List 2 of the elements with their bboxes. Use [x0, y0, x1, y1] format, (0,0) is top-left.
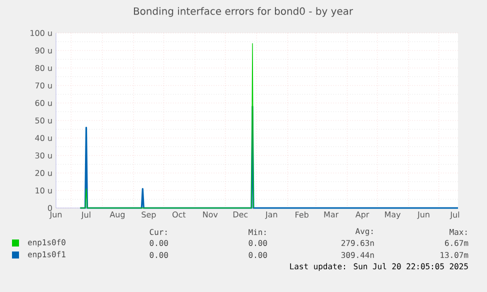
line-series — [79, 106, 459, 209]
chart-title: Bonding interface errors for bond0 - by year — [134, 7, 354, 17]
